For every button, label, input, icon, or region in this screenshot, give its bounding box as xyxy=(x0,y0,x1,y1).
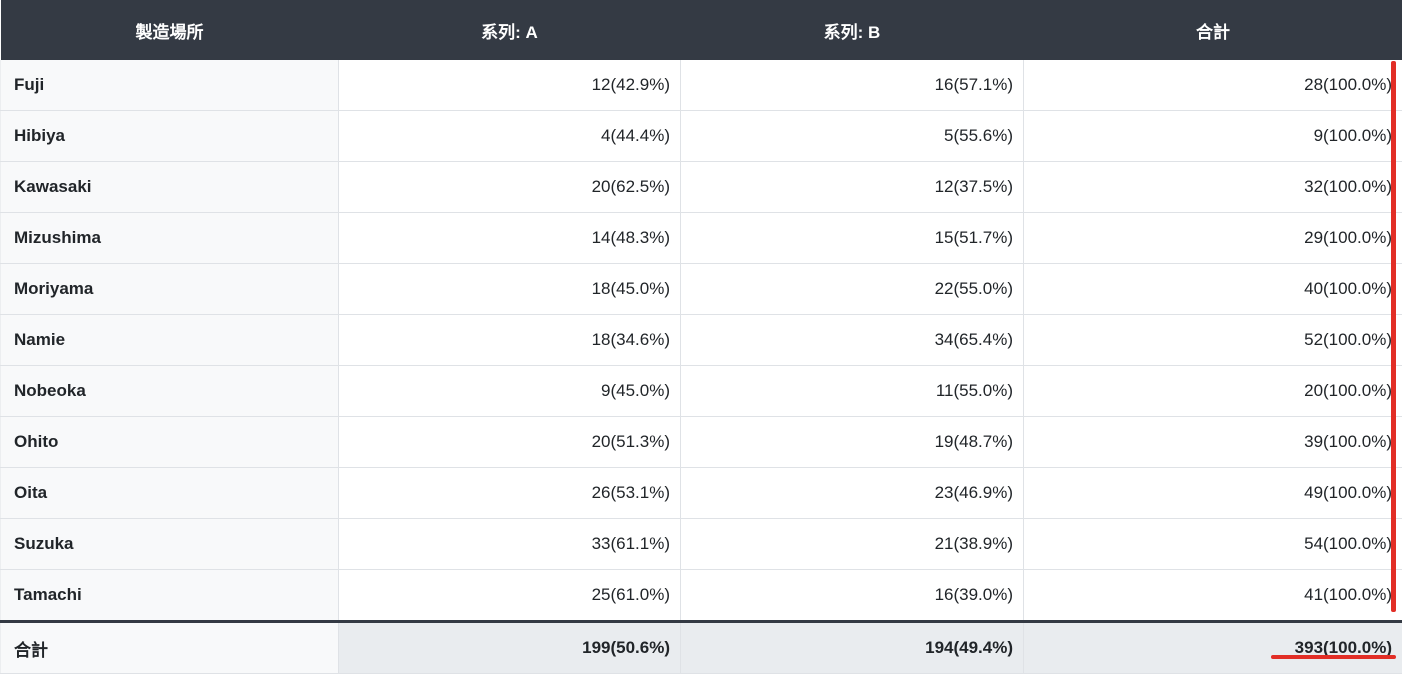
series-b-cell: 12(37.5%) xyxy=(680,161,1024,213)
table-row: Moriyama 18(45.0%) 22(55.0%) 40(100.0%) xyxy=(0,263,1402,315)
table-row: Ohito 20(51.3%) 19(48.7%) 39(100.0%) xyxy=(0,416,1402,468)
table-row: Tamachi 25(61.0%) 16(39.0%) 41(100.0%) xyxy=(0,569,1402,622)
series-b-cell: 34(65.4%) xyxy=(680,314,1024,366)
series-b-cell: 16(39.0%) xyxy=(680,569,1024,622)
total-cell: 41(100.0%) xyxy=(1023,569,1402,622)
series-a-cell: 12(42.9%) xyxy=(338,60,681,111)
total-row-label: 合計 xyxy=(0,620,339,674)
column-header-series-a: 系列: A xyxy=(338,0,681,60)
row-label: Moriyama xyxy=(0,263,339,315)
row-label: Namie xyxy=(0,314,339,366)
series-b-cell: 11(55.0%) xyxy=(680,365,1024,417)
row-label: Mizushima xyxy=(0,212,339,264)
table-row: Fuji 12(42.9%) 16(57.1%) 28(100.0%) xyxy=(0,60,1402,111)
series-a-cell: 33(61.1%) xyxy=(338,518,681,570)
grand-total-cell: 393(100.0%) xyxy=(1023,620,1402,674)
table-row: Suzuka 33(61.1%) 21(38.9%) 54(100.0%) xyxy=(0,518,1402,570)
total-cell: 49(100.0%) xyxy=(1023,467,1402,519)
row-label: Kawasaki xyxy=(0,161,339,213)
series-a-cell: 14(48.3%) xyxy=(338,212,681,264)
row-label: Fuji xyxy=(0,60,339,111)
series-b-cell: 23(46.9%) xyxy=(680,467,1024,519)
series-b-cell: 21(38.9%) xyxy=(680,518,1024,570)
annotation-total-underline xyxy=(1271,655,1396,659)
table-row: Namie 18(34.6%) 34(65.4%) 52(100.0%) xyxy=(0,314,1402,366)
row-label: Oita xyxy=(0,467,339,519)
row-label: Nobeoka xyxy=(0,365,339,417)
total-series-a-cell: 199(50.6%) xyxy=(338,620,681,674)
series-a-cell: 18(45.0%) xyxy=(338,263,681,315)
series-a-cell: 25(61.0%) xyxy=(338,569,681,622)
annotation-vertical-line xyxy=(1391,61,1396,612)
row-label: Hibiya xyxy=(0,110,339,162)
series-a-cell: 9(45.0%) xyxy=(338,365,681,417)
column-header-location: 製造場所 xyxy=(0,0,339,60)
row-label: Ohito xyxy=(0,416,339,468)
total-cell: 29(100.0%) xyxy=(1023,212,1402,264)
total-cell: 39(100.0%) xyxy=(1023,416,1402,468)
column-header-total: 合計 xyxy=(1023,0,1402,60)
series-b-cell: 22(55.0%) xyxy=(680,263,1024,315)
row-label: Suzuka xyxy=(0,518,339,570)
total-cell: 20(100.0%) xyxy=(1023,365,1402,417)
table-row: Mizushima 14(48.3%) 15(51.7%) 29(100.0%) xyxy=(0,212,1402,264)
total-cell: 54(100.0%) xyxy=(1023,518,1402,570)
table-row: Kawasaki 20(62.5%) 12(37.5%) 32(100.0%) xyxy=(0,161,1402,213)
table-total-row: 合計 199(50.6%) 194(49.4%) 393(100.0%) xyxy=(0,620,1402,674)
total-cell: 40(100.0%) xyxy=(1023,263,1402,315)
table-row: Hibiya 4(44.4%) 5(55.6%) 9(100.0%) xyxy=(0,110,1402,162)
total-cell: 32(100.0%) xyxy=(1023,161,1402,213)
series-b-cell: 5(55.6%) xyxy=(680,110,1024,162)
series-a-cell: 4(44.4%) xyxy=(338,110,681,162)
series-a-cell: 18(34.6%) xyxy=(338,314,681,366)
total-series-b-cell: 194(49.4%) xyxy=(680,620,1024,674)
series-a-cell: 20(51.3%) xyxy=(338,416,681,468)
total-cell: 28(100.0%) xyxy=(1023,60,1402,111)
table-row: Nobeoka 9(45.0%) 11(55.0%) 20(100.0%) xyxy=(0,365,1402,417)
series-a-cell: 20(62.5%) xyxy=(338,161,681,213)
series-a-cell: 26(53.1%) xyxy=(338,467,681,519)
table-header: 製造場所 系列: A 系列: B 合計 xyxy=(0,0,1402,60)
series-b-cell: 15(51.7%) xyxy=(680,212,1024,264)
table-row: Oita 26(53.1%) 23(46.9%) 49(100.0%) xyxy=(0,467,1402,519)
column-header-series-b: 系列: B xyxy=(680,0,1024,60)
total-cell: 9(100.0%) xyxy=(1023,110,1402,162)
series-b-cell: 16(57.1%) xyxy=(680,60,1024,111)
row-label: Tamachi xyxy=(0,569,339,622)
total-cell: 52(100.0%) xyxy=(1023,314,1402,366)
series-b-cell: 19(48.7%) xyxy=(680,416,1024,468)
